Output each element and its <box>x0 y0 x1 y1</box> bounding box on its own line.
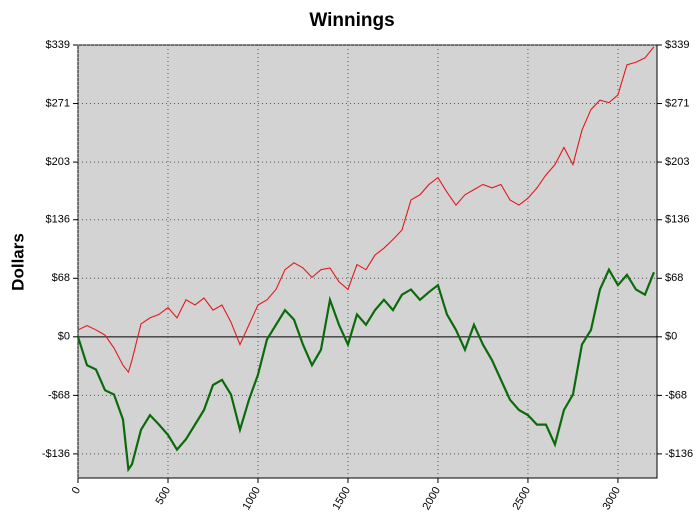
y2-tick-label: -$136 <box>665 448 693 460</box>
x-tick-label: 2500 <box>510 485 533 512</box>
y-axis-label: Dollars <box>8 233 27 291</box>
data-line <box>76 267 655 473</box>
y2-tick-label: $271 <box>665 97 689 109</box>
x-tick-label: 0 <box>70 485 83 496</box>
x-tick-label: 1500 <box>330 485 353 512</box>
x-tick-label: 500 <box>154 485 174 507</box>
y2-tick-label: $0 <box>665 331 677 343</box>
y-tick-label: -$68 <box>48 389 70 401</box>
y2-tick-label: -$68 <box>665 389 687 401</box>
y2-tick-label: $136 <box>665 214 689 226</box>
y2-tick-label: $68 <box>665 272 683 284</box>
y2-tick-label: $203 <box>665 156 689 168</box>
x-tick-label: 2000 <box>420 485 443 512</box>
y-tick-label: $136 <box>46 214 70 226</box>
y-tick-label: $0 <box>58 331 70 343</box>
chart-title: Winnings <box>309 10 394 31</box>
y-tick-label: $68 <box>52 272 70 284</box>
y-tick-label: -$136 <box>42 448 70 460</box>
y-tick-label: $203 <box>46 156 70 168</box>
x-tick-label: 1000 <box>240 485 263 512</box>
y-tick-label: $339 <box>46 39 70 51</box>
x-tick-label: 3000 <box>600 485 623 512</box>
y2-tick-label: $339 <box>665 39 689 51</box>
data-line <box>77 46 655 374</box>
y-tick-label: $271 <box>46 97 70 109</box>
plot-area <box>77 44 658 479</box>
